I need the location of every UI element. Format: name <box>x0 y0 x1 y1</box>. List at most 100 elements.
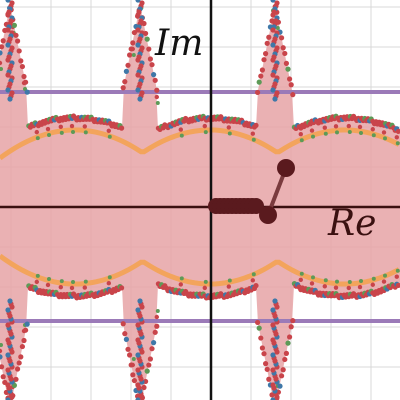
fractal-dot <box>394 135 399 140</box>
fractal-dot <box>370 282 375 287</box>
shaded-region <box>0 5 400 400</box>
fractal-dot <box>13 376 19 382</box>
fractal-dot <box>251 272 256 277</box>
fractal-dot <box>0 60 3 66</box>
fractal-dot <box>202 285 207 291</box>
fractal-dot <box>261 351 267 357</box>
fractal-dot <box>119 285 125 291</box>
fractal-dot <box>18 354 24 360</box>
fractal-spike-dot <box>272 96 278 102</box>
fractal-spike-dot <box>135 352 141 358</box>
fractal-dot <box>311 134 315 139</box>
fractal-dot <box>131 377 137 384</box>
fractal-dot <box>120 85 126 91</box>
fractal-dot <box>253 122 259 128</box>
fractal-dot <box>45 126 51 132</box>
fractal-dot <box>13 32 19 38</box>
imaginary-axis-label: Im <box>155 23 204 64</box>
fractal-dot <box>258 73 264 79</box>
fractal-spike-dot <box>5 27 11 33</box>
fractal-dot <box>370 127 375 132</box>
fractal-spike-dot <box>270 352 276 358</box>
fractal-spike-dot <box>135 42 141 48</box>
fractal-dot <box>263 51 269 57</box>
fractal-spike-dot <box>135 72 141 78</box>
fractal-dot <box>371 133 376 138</box>
fractal-dot <box>178 282 183 287</box>
fractal-dot <box>19 63 25 70</box>
fractal-dot <box>277 383 283 389</box>
fractal-dot <box>82 124 88 129</box>
fractal-dot <box>15 366 21 372</box>
fractal-spike-dot <box>270 397 276 400</box>
fractal-dot <box>23 79 29 85</box>
fractal-dot <box>381 279 387 284</box>
fractal-spike-dot <box>5 12 11 18</box>
fractal-dot <box>144 368 150 374</box>
fractal-dot <box>0 343 3 347</box>
fractal-spike-dot <box>270 42 276 48</box>
fractal-dot <box>287 76 293 82</box>
point-marker[interactable] <box>208 159 295 224</box>
fractal-dot <box>203 130 208 135</box>
fractal-dot <box>323 278 328 283</box>
marker-point <box>248 198 264 214</box>
fractal-dot <box>253 283 259 289</box>
fractal-dot <box>250 131 255 136</box>
fractal-spike-dot <box>270 382 276 388</box>
fractal-dot <box>122 79 128 85</box>
fractal-dot <box>123 336 129 342</box>
fractal-spike-dot <box>5 337 11 343</box>
fractal-dot <box>144 36 150 42</box>
fractal-spike-dot <box>270 307 276 313</box>
fractal-dot <box>282 50 288 57</box>
fractal-spike-dot <box>135 367 141 373</box>
fractal-dot <box>146 46 152 52</box>
fractal-dot <box>347 279 352 284</box>
fractal-dot <box>323 131 328 136</box>
fractal-dot <box>283 350 289 356</box>
fractal-dot <box>383 136 387 141</box>
fractal-spike-dot <box>270 27 276 33</box>
fractal-dot <box>59 130 64 135</box>
fractal-dot <box>71 130 75 135</box>
fractal-dot <box>178 127 183 132</box>
fractal-dot <box>280 45 286 51</box>
fractal-dot <box>287 334 293 340</box>
fractal-dot <box>290 318 296 324</box>
fractal-dot <box>203 279 208 284</box>
fractal-dot <box>250 278 255 283</box>
fractal-dot <box>255 89 261 96</box>
fractal-spike-dot <box>135 322 141 328</box>
fractal-dot <box>346 285 351 291</box>
fractal-dot <box>359 130 363 135</box>
fractal-spike-dot <box>5 382 11 388</box>
fractal-dot <box>149 62 155 68</box>
fractal-spike-dot <box>270 57 276 63</box>
fractal-dot <box>383 273 387 278</box>
fractal-dot <box>298 132 303 137</box>
fractal-dot <box>34 129 39 135</box>
fractal-dot <box>0 44 5 50</box>
fractal-dot <box>226 125 231 130</box>
fractal-dot <box>179 133 184 138</box>
fractal-dot <box>282 356 288 363</box>
fractal-dot <box>266 376 272 382</box>
orange-curve-top <box>0 127 400 161</box>
fractal-dot <box>15 38 21 44</box>
fractal-dot <box>279 373 285 379</box>
fractal-dot <box>151 340 157 346</box>
fractal-spike-dot <box>135 307 141 313</box>
fractal-spike-dot <box>5 0 11 3</box>
fractal-dot <box>381 130 387 135</box>
fractal-dot <box>335 130 339 135</box>
fractal-spike-dot <box>135 57 141 63</box>
fractal-spike-dot <box>135 12 141 18</box>
fractal-dot <box>264 366 270 372</box>
fractal-dot <box>106 128 112 133</box>
fractal-dot <box>34 279 39 285</box>
fractal-spike-dot <box>135 397 141 400</box>
fractal-dot <box>23 327 29 333</box>
